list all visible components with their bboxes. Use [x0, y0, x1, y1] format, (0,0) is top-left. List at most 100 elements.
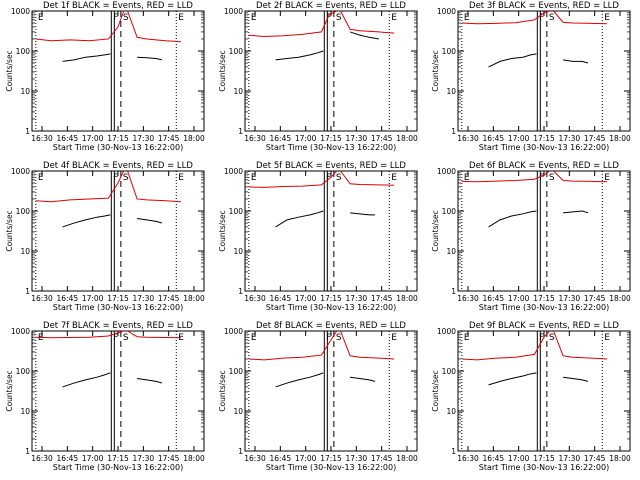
x-tick-label: 17:45: [371, 134, 393, 143]
plot-panel-8: Det 8f BLACK = Events, RED = LLD 1 10 100 10…: [218, 321, 418, 472]
series-events-segment-1: [488, 372, 537, 386]
series-lld-segment-2: [340, 170, 395, 186]
y-tick-label: 10: [20, 407, 30, 416]
series-events-segment-2: [137, 217, 163, 224]
marker-label: S: [336, 333, 342, 343]
x-axis-label: Start Time (30-Nov-13 16:22:00): [266, 463, 396, 472]
y-axis-label: Counts/sec: [5, 210, 14, 251]
series-events-segment-1: [488, 53, 537, 68]
y-axis-label: Counts/sec: [218, 50, 227, 91]
x-tick-label: 16:45: [483, 454, 505, 463]
x-tick-label: 17:45: [371, 294, 393, 303]
plot-panel-7: Det 7f BLACK = Events, RED = LLD 1 10 100 10…: [5, 321, 205, 472]
y-tick-label: 10: [446, 87, 456, 96]
marker-label: F: [539, 13, 544, 23]
panel-title: Det 4f BLACK = Events, RED = LLD: [43, 161, 193, 171]
x-tick-label: 16:45: [483, 294, 505, 303]
x-tick-label: 17:45: [584, 134, 606, 143]
series-lld-segment-2: [340, 330, 395, 360]
x-tick-label: 17:15: [533, 294, 555, 303]
x-tick-label: 17:30: [559, 454, 581, 463]
x-tick-label: 17:30: [133, 294, 155, 303]
panel-title: Det 6f BLACK = Events, RED = LLD: [469, 161, 619, 171]
x-tick-label: 17:30: [346, 454, 368, 463]
series-events-segment-1: [275, 50, 324, 61]
x-tick-label: 16:30: [457, 134, 479, 143]
y-tick-label: 10: [20, 87, 30, 96]
series-events-segment-1: [275, 210, 324, 228]
series-events-segment-2: [350, 212, 375, 216]
series-lld-segment-1: [35, 10, 125, 42]
x-tick-label: 16:45: [270, 454, 292, 463]
series-lld-segment-2: [127, 170, 182, 203]
plot-frame: [31, 170, 205, 292]
marker-label: S: [123, 13, 129, 23]
marker-label: F: [326, 13, 331, 23]
x-tick-label: 17:30: [559, 134, 581, 143]
marker-label: S: [549, 13, 555, 23]
marker-label: E: [178, 333, 184, 343]
marker-label: E: [391, 13, 397, 23]
y-axis-label: Counts/sec: [218, 210, 227, 251]
series-events-segment-1: [62, 53, 111, 62]
y-tick-label: 1000: [437, 7, 456, 16]
y-tick-label: 100: [442, 47, 457, 56]
plot-frame: [244, 330, 418, 452]
y-tick-label: 1: [451, 127, 456, 136]
y-tick-label: 1000: [437, 167, 456, 176]
y-tick-label: 1: [238, 447, 243, 456]
marker-label: E: [604, 13, 610, 23]
series-lld-segment-1: [461, 10, 550, 25]
y-tick-label: 1: [451, 287, 456, 296]
plot-panel-5: Det 5f BLACK = Events, RED = LLD 1 10 100 10…: [218, 161, 418, 312]
marker-label: F: [539, 333, 544, 343]
x-tick-label: 17:00: [508, 454, 530, 463]
series-events-segment-1: [488, 210, 537, 228]
panel-title: Det 3f BLACK = Events, RED = LLD: [469, 1, 619, 11]
series-lld-segment-1: [248, 330, 338, 361]
x-tick-label: 17:15: [320, 454, 342, 463]
series-events-segment-2: [137, 56, 163, 61]
x-tick-label: 17:45: [158, 134, 180, 143]
x-tick-label: 16:30: [31, 134, 53, 143]
x-tick-label: 16:30: [457, 294, 479, 303]
y-tick-label: 100: [229, 207, 244, 216]
marker-label: F: [539, 173, 544, 183]
series-events-segment-2: [350, 376, 376, 382]
plot-panel-4: Det 4f BLACK = Events, RED = LLD 1 10 100 10…: [5, 161, 205, 312]
y-tick-label: 1000: [11, 7, 30, 16]
series-lld-segment-2: [340, 10, 395, 34]
series-lld-segment-2: [127, 10, 182, 43]
x-tick-label: 17:00: [82, 294, 104, 303]
x-tick-label: 17:45: [158, 454, 180, 463]
y-axis-label: Counts/sec: [5, 50, 14, 91]
x-tick-label: 17:30: [346, 134, 368, 143]
x-tick-label: 17:00: [295, 134, 317, 143]
plot-panel-6: Det 6f BLACK = Events, RED = LLD 1 10 100 10…: [431, 161, 631, 312]
x-tick-label: 18:00: [183, 294, 205, 303]
marker-label: E: [464, 173, 470, 183]
marker-label: E: [391, 173, 397, 183]
x-tick-label: 17:45: [584, 454, 606, 463]
x-tick-label: 16:45: [57, 454, 79, 463]
marker-label: F: [113, 333, 118, 343]
y-tick-label: 10: [20, 247, 30, 256]
x-tick-label: 18:00: [396, 294, 418, 303]
panel-title: Det 9f BLACK = Events, RED = LLD: [469, 321, 619, 331]
x-tick-label: 17:15: [107, 294, 129, 303]
x-axis-label: Start Time (30-Nov-13 16:22:00): [53, 143, 183, 152]
y-tick-label: 1: [25, 447, 30, 456]
series-lld-segment-2: [553, 330, 608, 360]
marker-label: F: [113, 13, 118, 23]
series-lld-segment-1: [461, 170, 551, 183]
x-tick-label: 16:45: [270, 134, 292, 143]
plot-frame: [457, 170, 631, 292]
x-tick-label: 17:30: [133, 134, 155, 143]
marker-label: E: [251, 333, 257, 343]
y-tick-label: 100: [16, 367, 31, 376]
y-tick-label: 100: [229, 367, 244, 376]
series-events-segment-2: [563, 59, 589, 64]
y-tick-label: 1: [451, 447, 456, 456]
x-tick-label: 16:30: [457, 454, 479, 463]
